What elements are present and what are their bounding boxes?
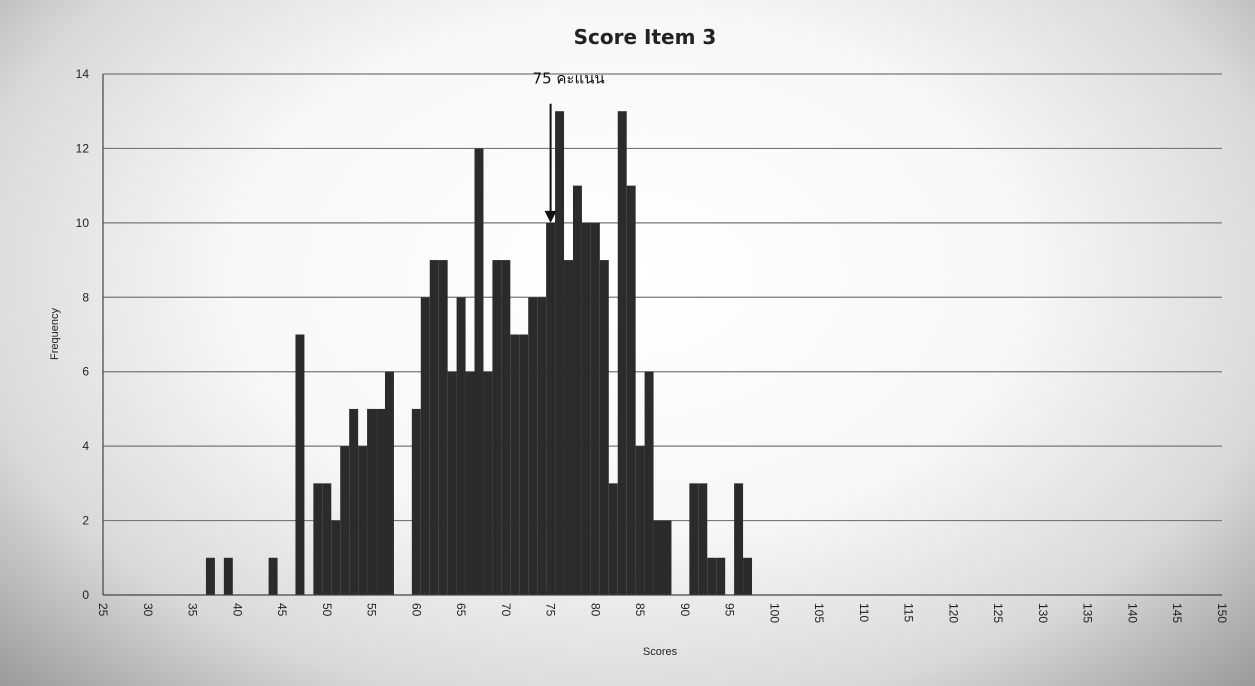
bar: [447, 371, 457, 595]
x-tick-label: 120: [946, 603, 960, 623]
annotation-arrow-head: [544, 210, 557, 223]
bar: [662, 520, 672, 595]
bar: [349, 408, 359, 595]
bar: [322, 483, 332, 595]
x-tick-label: 80: [588, 603, 602, 617]
bar: [510, 334, 520, 595]
x-tick-label: 145: [1170, 603, 1184, 623]
y-tick-label: 4: [82, 439, 89, 453]
bar: [555, 111, 565, 595]
bar: [519, 334, 529, 595]
x-tick-label: 90: [678, 603, 692, 617]
x-tick-label: 140: [1125, 603, 1139, 623]
bar: [313, 483, 323, 595]
x-tick-label: 35: [186, 603, 200, 617]
x-tick-label: 30: [141, 603, 155, 617]
bar: [707, 557, 717, 595]
x-tick-label: 65: [454, 603, 468, 617]
x-tick-label: 125: [991, 603, 1005, 623]
y-tick-label: 12: [76, 141, 90, 155]
annotation-label: 75 คะแนน: [533, 69, 605, 87]
bar: [367, 408, 377, 595]
bar: [626, 185, 636, 595]
bar: [689, 483, 699, 595]
bar: [698, 483, 708, 595]
y-tick-labels: 0 2 4 6 8 10 12 14: [76, 67, 90, 602]
y-tick-label: 10: [76, 216, 90, 230]
x-tick-label: 105: [812, 603, 826, 623]
bar: [465, 371, 475, 595]
bar: [456, 297, 466, 595]
x-axis-label: Scores: [643, 646, 678, 658]
bar: [743, 557, 753, 595]
bar: [483, 371, 493, 595]
bar: [501, 260, 511, 595]
y-tick-label: 6: [82, 365, 89, 379]
bar: [608, 483, 618, 595]
x-tick-label: 110: [857, 603, 871, 622]
x-tick-label: 25: [96, 603, 110, 617]
chart-title: Score Item 3: [574, 25, 717, 49]
bar: [572, 185, 582, 595]
bar: [492, 260, 502, 595]
bar: [635, 446, 645, 595]
annotation: 75 คะแนน: [533, 69, 605, 223]
x-tick-label: 130: [1036, 603, 1050, 623]
bar: [223, 557, 233, 595]
x-tick-label: 95: [723, 603, 737, 617]
x-tick-label: 50: [320, 603, 334, 617]
bar: [340, 446, 350, 595]
bar: [384, 371, 394, 595]
x-tick-label: 45: [275, 603, 289, 617]
y-tick-label: 2: [82, 514, 89, 528]
bar: [581, 222, 591, 595]
y-tick-label: 0: [82, 588, 89, 602]
bar: [564, 260, 573, 595]
grid-lines: [103, 73, 1222, 522]
x-tick-label: 150: [1215, 603, 1229, 623]
bar: [644, 371, 654, 595]
x-tick-label: 85: [633, 603, 647, 617]
bar: [546, 222, 556, 595]
bar: [376, 408, 385, 595]
y-tick-label: 14: [76, 67, 90, 81]
bar: [420, 297, 430, 595]
x-tick-label: 40: [230, 603, 244, 617]
bar: [438, 260, 448, 595]
bar: [411, 408, 421, 595]
bar: [268, 557, 278, 595]
bar: [590, 222, 600, 595]
x-tick-label: 55: [365, 603, 379, 617]
bar: [716, 557, 726, 595]
bar: [537, 297, 547, 595]
bar: [474, 148, 484, 595]
axes: [102, 74, 1222, 596]
x-tick-label: 115: [902, 603, 916, 622]
bars: [205, 111, 753, 595]
bar: [528, 297, 538, 595]
x-tick-label: 100: [767, 603, 781, 623]
x-tick-label: 70: [499, 603, 513, 617]
x-tick-label: 135: [1081, 603, 1095, 623]
x-tick-label: 75: [544, 603, 558, 617]
bar: [653, 520, 663, 595]
bar: [599, 260, 609, 595]
y-tick-label: 8: [82, 290, 89, 304]
bar: [358, 446, 368, 595]
y-axis-label: Frequency: [49, 308, 61, 360]
x-tick-label: 60: [409, 603, 423, 617]
x-tick-labels: 25 30 35 40 45 50 55 60 65 70 75 80 85 90 95 100 105 110 1…: [96, 603, 1229, 623]
bar: [429, 260, 439, 595]
bar: [734, 483, 744, 595]
bar: [205, 557, 215, 595]
bar: [331, 520, 341, 595]
bar: [295, 334, 305, 595]
bar: [617, 111, 627, 595]
